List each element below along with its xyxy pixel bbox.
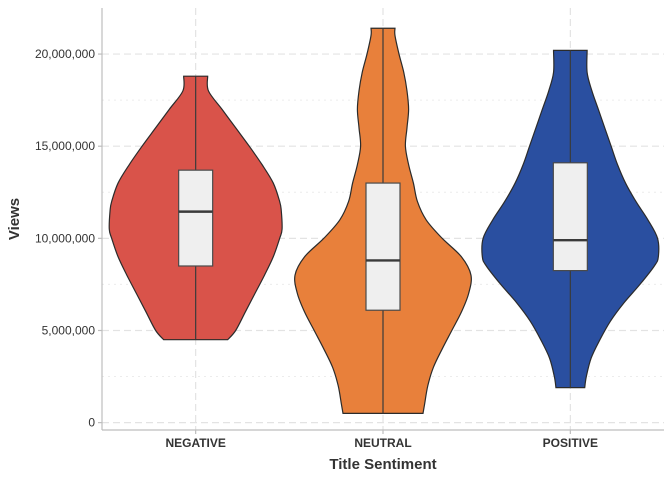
y-axis-title: Views: [6, 198, 23, 240]
boxplots: [178, 28, 588, 414]
y-tick-label: 0: [88, 416, 95, 430]
y-tick-label: 5,000,000: [42, 323, 96, 337]
x-tick-label-positive: POSITIVE: [543, 436, 598, 450]
box-positive: [552, 162, 588, 272]
box-neutral: [365, 182, 401, 311]
x-axis-title: Title Sentiment: [329, 456, 436, 473]
x-tick-label-negative: NEGATIVE: [165, 436, 225, 450]
box-negative: [178, 169, 214, 267]
y-tick-labels: 0 5,000,000 10,000,000 15,000,000 20,000,000: [35, 47, 102, 430]
y-tick-label: 10,000,000: [35, 231, 95, 245]
x-tick-labels: NEGATIVE NEUTRAL POSITIVE: [165, 430, 598, 450]
y-tick-label: 15,000,000: [35, 139, 95, 153]
y-tick-label: 20,000,000: [35, 47, 95, 61]
x-tick-label-neutral: NEUTRAL: [354, 436, 411, 450]
